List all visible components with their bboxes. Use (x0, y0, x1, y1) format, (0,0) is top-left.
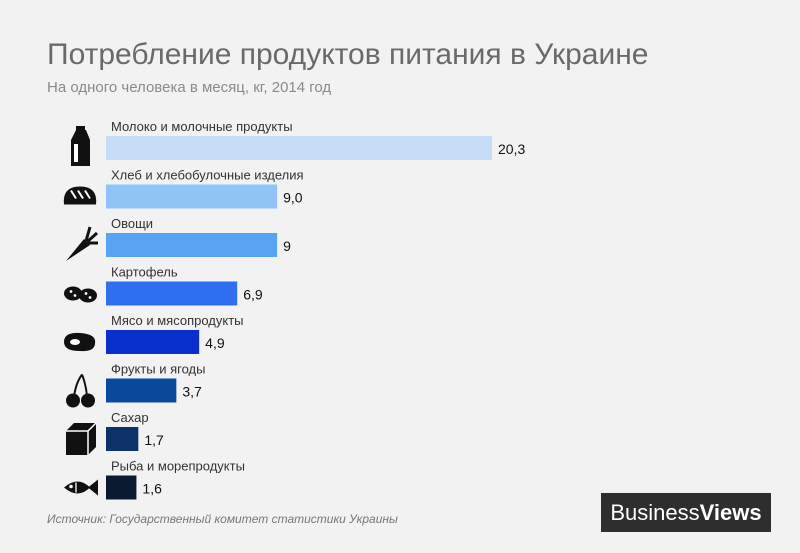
chart-subtitle: На одного человека в месяц, кг, 2014 год (47, 79, 332, 96)
sugar-cube-icon (66, 422, 97, 455)
category-label: Овощи (111, 216, 153, 231)
milk-carton-icon (71, 126, 90, 166)
value-label: 20,3 (498, 141, 525, 157)
bar (106, 136, 492, 160)
cherry-icon (66, 373, 95, 408)
value-label: 1,7 (144, 432, 164, 448)
category-label: Молоко и молочные продукты (111, 119, 293, 134)
carrot-icon (66, 226, 99, 261)
potato-icon (64, 286, 97, 303)
category-label: Картофель (111, 265, 178, 280)
bar (106, 281, 238, 306)
value-label: 4,9 (205, 335, 225, 351)
category-label: Мясо и мясопродукты (111, 313, 244, 328)
value-label: 6,9 (243, 287, 263, 303)
bar (106, 184, 278, 209)
fish-icon (64, 479, 98, 496)
value-label: 9,0 (283, 190, 303, 206)
steak-icon (64, 332, 96, 352)
source-note: Источник: Государственный комитет статис… (47, 512, 398, 526)
category-label: Рыба и морепродукты (111, 459, 245, 474)
category-label: Хлеб и хлебобулочные изделия (111, 168, 304, 183)
logo-word-1: Business (610, 499, 700, 525)
value-label: 1,6 (142, 481, 162, 497)
chart-title: Потребление продуктов питания в Украине (47, 38, 649, 71)
logo-word-2: Views (699, 499, 762, 525)
value-label: 9 (283, 238, 291, 254)
bread-icon (63, 186, 97, 205)
category-label: Фрукты и ягоды (111, 362, 205, 377)
brand-logo: Business Views (601, 493, 771, 532)
category-label: Сахар (111, 410, 149, 425)
bar (106, 233, 278, 257)
value-label: 3,7 (182, 384, 202, 400)
bar (106, 330, 200, 354)
bar (106, 378, 177, 403)
bar (106, 475, 137, 500)
bar (106, 427, 139, 451)
